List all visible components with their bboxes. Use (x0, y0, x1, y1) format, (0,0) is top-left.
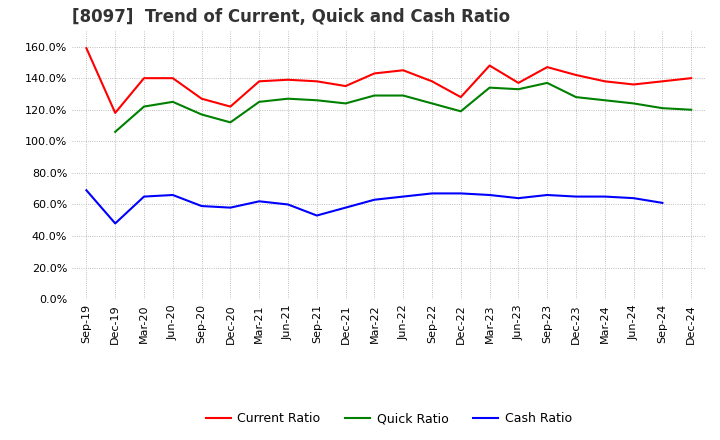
Cash Ratio (312, 213, 321, 218)
Quick Ratio (111, 129, 120, 135)
Quick Ratio (456, 109, 465, 114)
Quick Ratio (226, 120, 235, 125)
Current Ratio (514, 80, 523, 85)
Cash Ratio (514, 195, 523, 201)
Quick Ratio (658, 106, 667, 111)
Cash Ratio (543, 192, 552, 198)
Cash Ratio (197, 203, 206, 209)
Quick Ratio (428, 101, 436, 106)
Quick Ratio (687, 107, 696, 112)
Cash Ratio (111, 221, 120, 226)
Current Ratio (687, 76, 696, 81)
Quick Ratio (168, 99, 177, 104)
Cash Ratio (82, 187, 91, 193)
Current Ratio (341, 84, 350, 89)
Current Ratio (370, 71, 379, 76)
Line: Current Ratio: Current Ratio (86, 48, 691, 113)
Current Ratio (197, 96, 206, 101)
Current Ratio (255, 79, 264, 84)
Cash Ratio (456, 191, 465, 196)
Quick Ratio (399, 93, 408, 98)
Current Ratio (82, 45, 91, 51)
Quick Ratio (255, 99, 264, 104)
Line: Cash Ratio: Cash Ratio (86, 190, 662, 224)
Current Ratio (284, 77, 292, 82)
Cash Ratio (255, 199, 264, 204)
Cash Ratio (658, 200, 667, 205)
Quick Ratio (485, 85, 494, 90)
Cash Ratio (140, 194, 148, 199)
Quick Ratio (572, 95, 580, 100)
Cash Ratio (370, 197, 379, 202)
Cash Ratio (226, 205, 235, 210)
Current Ratio (629, 82, 638, 87)
Quick Ratio (140, 104, 148, 109)
Current Ratio (312, 79, 321, 84)
Current Ratio (399, 68, 408, 73)
Quick Ratio (543, 80, 552, 85)
Current Ratio (140, 76, 148, 81)
Current Ratio (428, 79, 436, 84)
Current Ratio (226, 104, 235, 109)
Cash Ratio (341, 205, 350, 210)
Cash Ratio (284, 202, 292, 207)
Cash Ratio (572, 194, 580, 199)
Current Ratio (658, 79, 667, 84)
Quick Ratio (370, 93, 379, 98)
Line: Quick Ratio: Quick Ratio (115, 83, 691, 132)
Quick Ratio (629, 101, 638, 106)
Legend: Current Ratio, Quick Ratio, Cash Ratio: Current Ratio, Quick Ratio, Cash Ratio (201, 407, 577, 430)
Quick Ratio (197, 112, 206, 117)
Current Ratio (168, 76, 177, 81)
Current Ratio (111, 110, 120, 116)
Cash Ratio (168, 192, 177, 198)
Current Ratio (543, 65, 552, 70)
Current Ratio (600, 79, 609, 84)
Text: [8097]  Trend of Current, Quick and Cash Ratio: [8097] Trend of Current, Quick and Cash … (72, 8, 510, 26)
Current Ratio (456, 95, 465, 100)
Quick Ratio (312, 98, 321, 103)
Cash Ratio (428, 191, 436, 196)
Cash Ratio (399, 194, 408, 199)
Cash Ratio (600, 194, 609, 199)
Current Ratio (485, 63, 494, 68)
Cash Ratio (629, 195, 638, 201)
Cash Ratio (485, 192, 494, 198)
Quick Ratio (341, 101, 350, 106)
Quick Ratio (514, 87, 523, 92)
Quick Ratio (284, 96, 292, 101)
Quick Ratio (600, 98, 609, 103)
Current Ratio (572, 72, 580, 77)
